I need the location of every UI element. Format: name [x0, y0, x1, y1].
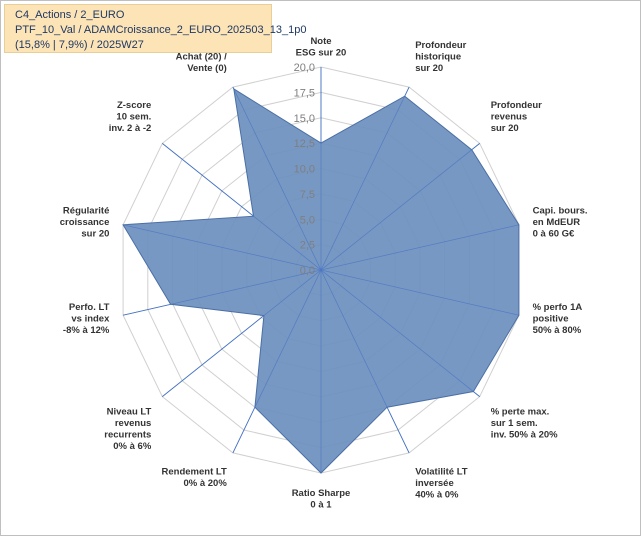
axis-label: Rendement LT 0% à 20%: [162, 467, 228, 490]
tick-label: 20,0: [294, 62, 315, 74]
axis-spoke-overlay: [320, 269, 410, 454]
axis-spoke-overlay: [162, 269, 322, 397]
axis-label-line: sur 1 sem.: [491, 418, 538, 429]
axis-label-line: Rendement LT: [162, 467, 227, 478]
axis-label-line: revenus: [115, 418, 151, 429]
axis-label-line: 0 à 1: [310, 500, 332, 511]
axis-label-line: inv. 2 à -2: [109, 123, 152, 134]
radial-tick-labels: 0,0 2,5 5,0 7,5 10,0 12,5 15,0 17,5 20,0: [294, 62, 315, 277]
axis-spoke-overlay: [320, 86, 410, 271]
axis-label: Ratio Sharpe 0 à 1: [292, 488, 351, 511]
axis-label: Note ESG sur 20: [296, 36, 347, 59]
tick-label: 2,5: [300, 240, 315, 252]
axis-spoke-overlay: [232, 269, 322, 454]
axis-label-line: Z-score: [117, 100, 151, 111]
axis-label-line: 10 sem.: [116, 112, 151, 123]
axis-label: Profondeur historique sur 20: [415, 40, 466, 74]
tick-label: 15,0: [294, 113, 315, 125]
tick-label: 7,5: [300, 189, 315, 201]
axis-label-line: Achat (20) /: [176, 52, 228, 63]
axis-spoke-overlay: [320, 224, 519, 271]
axis-label-line: croissance: [60, 217, 110, 228]
axis-label: Niveau LT revenus recurrents 0% à 6%: [104, 406, 152, 452]
axis-label-line: inv. 50% à 20%: [491, 429, 558, 440]
axis-spoke-overlay: [123, 224, 322, 271]
axis-label-line: % perte max.: [491, 406, 550, 417]
axis-label-line: sur 20: [81, 229, 109, 240]
axis-spoke-overlay: [320, 143, 480, 271]
axis-label-line: 40% à 0%: [415, 490, 459, 501]
radar-series: [122, 67, 520, 474]
axis-label-line: ESG sur 20: [296, 48, 347, 59]
axis-label-line: Capi. bours.: [533, 206, 588, 217]
info-box: C4_Actions / 2_EURO PTF_10_Val / ADAMCro…: [4, 4, 306, 53]
axis-label-line: 0% à 20%: [183, 478, 227, 489]
axis-label-line: sur 20: [415, 63, 443, 74]
axis-label-line: 0% à 6%: [113, 441, 152, 452]
axis-label-line: -8% à 12%: [63, 325, 110, 336]
axis-spoke-overlay: [162, 143, 322, 271]
tick-label: 17,5: [294, 87, 315, 99]
axis-label-line: Régularité: [63, 206, 109, 217]
axis-label: Capi. bours. en MdEUR 0 à 60 G€: [533, 206, 588, 240]
tick-label: 5,0: [300, 214, 315, 226]
info-line-2: PTF_10_Val / ADAMCroissance_2_EURO_20250…: [15, 24, 307, 36]
axis-label-line: Profondeur: [415, 40, 466, 51]
axis-label-line: Note: [310, 36, 331, 47]
axis-label: Profondeur revenus sur 20: [491, 100, 542, 134]
axis-label: Régularité croissance sur 20: [60, 206, 110, 240]
axis-spoke-overlay: [320, 269, 480, 397]
axis-label-line: positive: [533, 314, 569, 325]
axis-label-line: Profondeur: [491, 100, 542, 111]
info-line-3: (15,8% | 7,9%) / 2025W27: [15, 39, 144, 51]
info-line-1: C4_Actions / 2_EURO: [15, 9, 125, 21]
axis-spoke-overlay: [320, 269, 519, 316]
axis-label-line: Vente (0): [187, 63, 227, 74]
axis-label-line: 50% à 80%: [533, 325, 582, 336]
axis-label-line: % perfo 1A: [533, 302, 583, 313]
axis-label-line: Perfo. LT: [69, 302, 110, 313]
axis-label: Z-score 10 sem. inv. 2 à -2: [109, 100, 152, 134]
axis-label-line: en MdEUR: [533, 217, 581, 228]
axis-label-line: Ratio Sharpe: [292, 488, 351, 499]
axis-label-line: inversée: [415, 478, 454, 489]
axis-label-line: sur 20: [491, 123, 519, 134]
axis-label: Perfo. LT vs index -8% à 12%: [63, 302, 110, 336]
tick-label: 12,5: [294, 138, 315, 150]
axis-label-line: vs index: [71, 314, 110, 325]
axis-label-line: historique: [415, 52, 461, 63]
axis-spoke-overlay: [232, 86, 322, 271]
axis-label: % perfo 1A positive 50% à 80%: [533, 302, 583, 336]
axis-label: Volatilité LT inversée 40% à 0%: [415, 467, 468, 501]
axis-label-line: 0 à 60 G€: [533, 229, 575, 240]
axis-label-line: revenus: [491, 112, 527, 123]
axis-label-line: Niveau LT: [107, 406, 152, 417]
axis-spoke-overlay: [123, 269, 322, 316]
axis-label: % perte max. sur 1 sem. inv. 50% à 20%: [491, 406, 558, 440]
axis-label-line: recurrents: [104, 429, 151, 440]
tick-label: 0,0: [300, 265, 315, 277]
tick-label: 10,0: [294, 164, 315, 176]
axis-label-line: Volatilité LT: [415, 467, 468, 478]
